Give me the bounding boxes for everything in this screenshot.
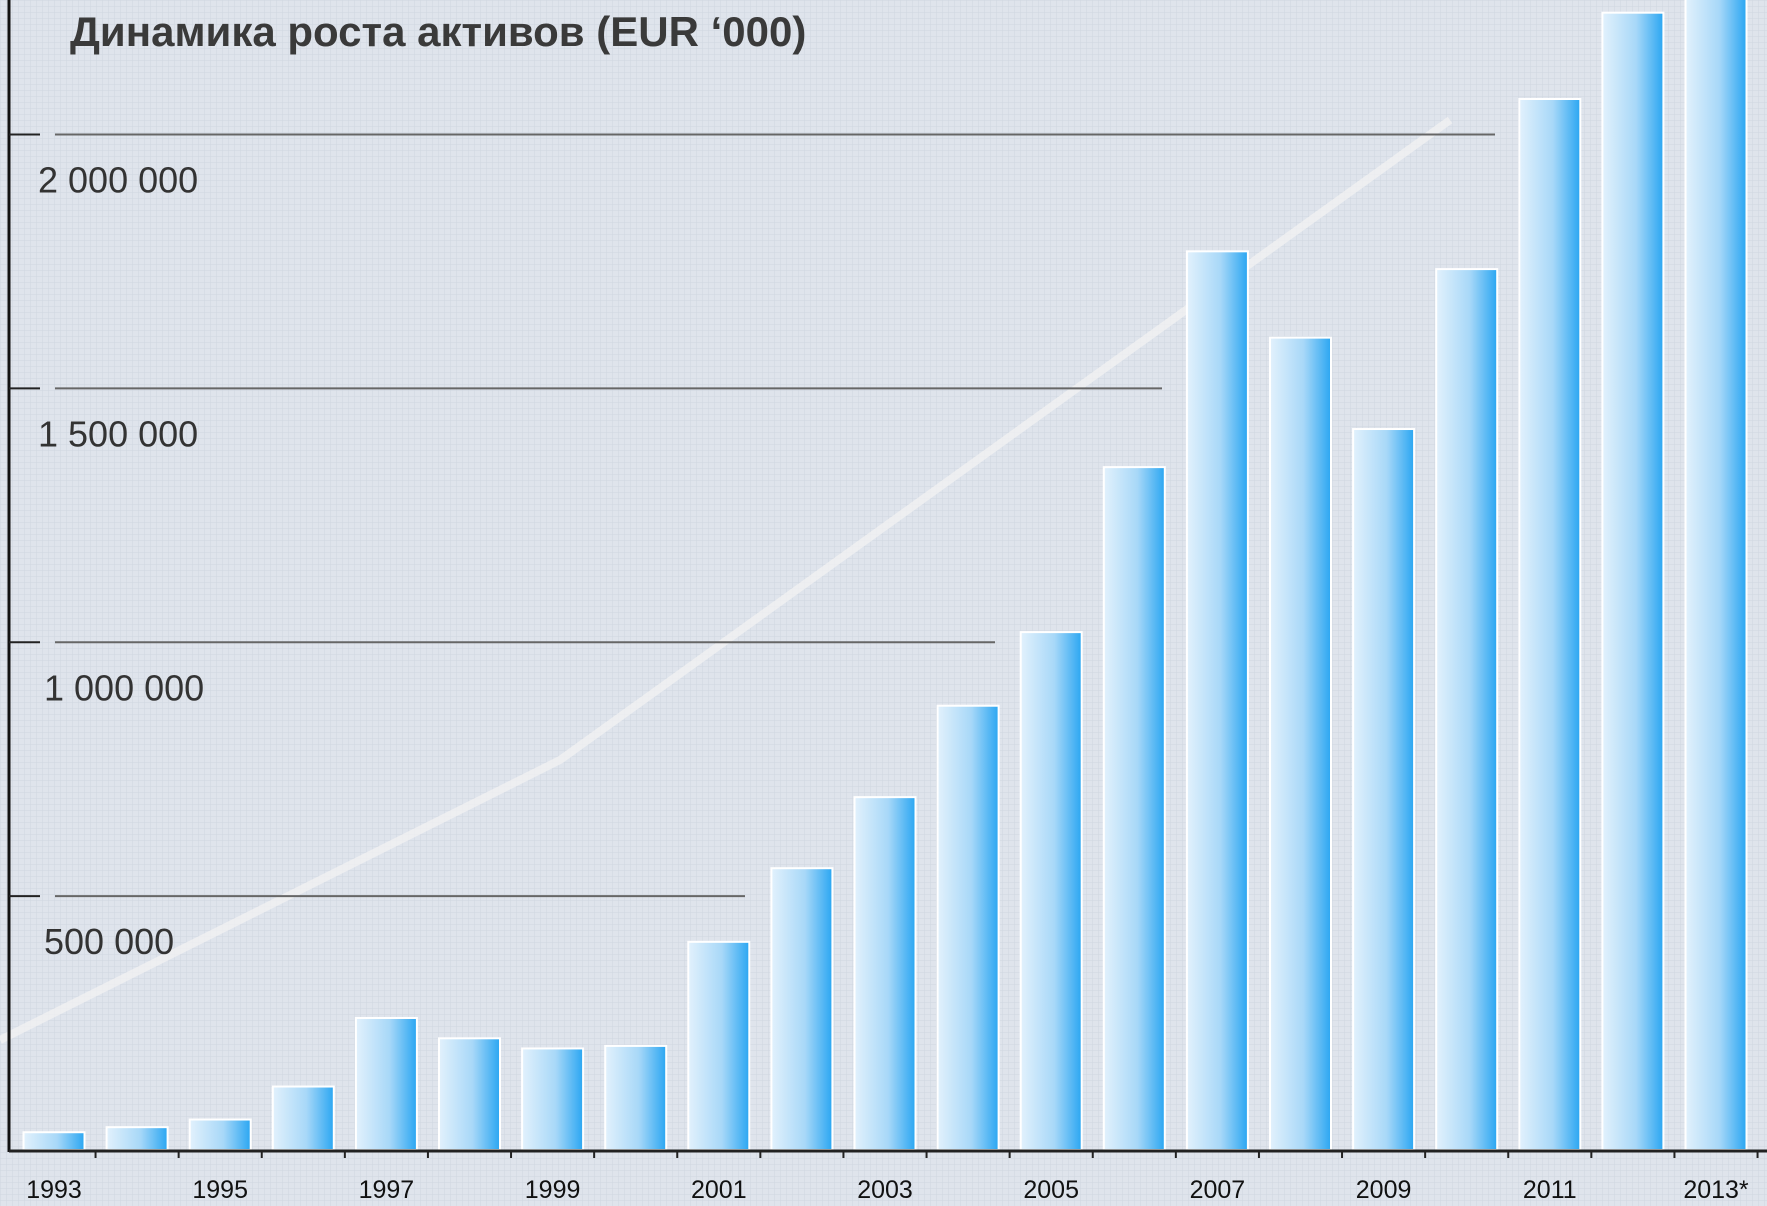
chart: Динамика роста активов (EUR ‘000) 500 00… [0, 0, 1767, 1206]
bar [1436, 269, 1497, 1150]
bar [1104, 467, 1165, 1150]
bar [356, 1018, 417, 1150]
x-tick-label: 2001 [691, 1176, 747, 1204]
bar [855, 797, 916, 1150]
bar [1021, 632, 1082, 1150]
x-tick-label: 2005 [1023, 1176, 1079, 1204]
bar [24, 1132, 85, 1150]
bar [1187, 251, 1248, 1150]
x-tick-label: 2013* [1683, 1176, 1749, 1204]
y-tick-label: 1 000 000 [44, 667, 204, 708]
bar [1353, 429, 1414, 1150]
chart-title: Динамика роста активов (EUR ‘000) [70, 8, 806, 55]
bar [273, 1087, 334, 1150]
bar [1519, 99, 1580, 1150]
x-tick-label: 1999 [525, 1176, 581, 1204]
bar [605, 1046, 666, 1150]
x-tick-label: 1993 [26, 1176, 82, 1204]
y-tick-label: 1 500 000 [38, 413, 198, 454]
bar [190, 1120, 251, 1150]
bar [688, 942, 749, 1150]
bar [1686, 0, 1747, 1150]
bar [1602, 13, 1663, 1150]
bar [1270, 338, 1331, 1150]
y-tick-label: 500 000 [44, 921, 174, 962]
x-tick-label: 2009 [1356, 1176, 1412, 1204]
x-tick-label: 1997 [359, 1176, 415, 1204]
y-tick-label: 2 000 000 [38, 160, 198, 201]
bar [439, 1038, 500, 1150]
x-tick-label: 2011 [1523, 1176, 1577, 1204]
bar [107, 1127, 168, 1150]
bar [938, 706, 999, 1150]
x-tick-label: 2003 [857, 1176, 913, 1204]
bar [522, 1048, 583, 1150]
x-tick-label: 2007 [1190, 1176, 1246, 1204]
bar [771, 868, 832, 1150]
x-tick-label: 1995 [192, 1176, 248, 1204]
